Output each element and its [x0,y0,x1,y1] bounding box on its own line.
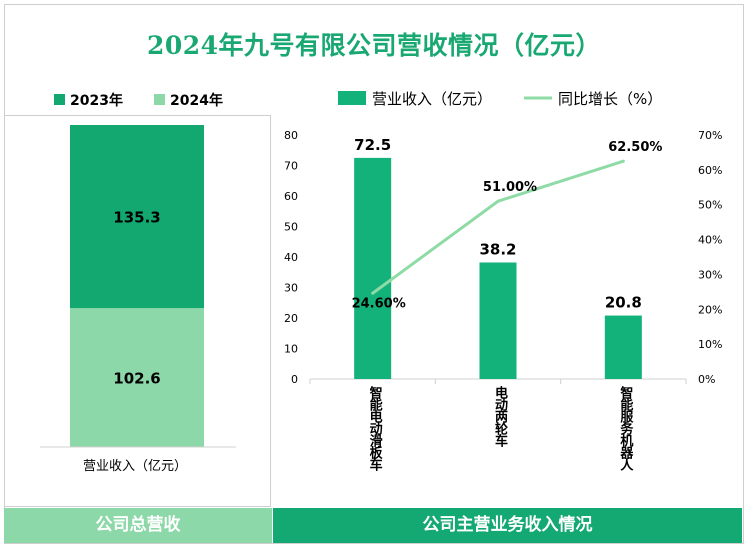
legend-left-label-0: 2023年 [70,92,123,109]
y-left-tick-0: 0 [291,373,298,386]
growth-point-2 [621,159,625,163]
legend-right-bar-swatch [338,91,366,105]
bar-1 [479,262,517,379]
growth-point-0 [371,291,375,295]
growth-label-0: 24.60% [352,296,406,311]
page-title: 2024年九号有限公司营收情况（亿元） [146,31,602,60]
x-category-label-1: 电动两轮车 [492,386,507,446]
stacked-bar-label-2024年: 102.6 [113,370,160,388]
y-left-tick-6: 60 [284,190,298,203]
y-left-tick-1: 10 [284,343,298,356]
y-right-tick-1: 10% [698,338,722,351]
y-left-tick-4: 40 [284,251,298,264]
bar-0 [354,157,392,379]
y-right-tick-4: 40% [698,234,722,247]
bar-label-0: 72.5 [354,136,391,154]
y-right-tick-7: 70% [698,129,722,142]
growth-label-2: 62.50% [608,140,662,155]
legend-left-label-1: 2024年 [170,92,223,109]
legend-left-swatch-0 [54,94,65,105]
y-right-tick-5: 50% [698,199,722,212]
y-right-tick-0: 0% [698,373,715,386]
bar-label-1: 38.2 [479,240,516,258]
footer-left: 公司总营收 [4,508,272,543]
legend-right-bar-label: 营业收入（亿元） [372,90,492,108]
growth-label-1: 51.00% [483,180,537,195]
y-left-tick-2: 20 [284,312,298,325]
legend-left-swatch-1 [154,94,165,105]
y-left-tick-7: 70 [284,160,298,173]
stacked-bar-2024年 [70,308,204,447]
stacked-bar-label-2023年: 135.3 [113,209,160,227]
growth-point-1 [496,199,500,203]
y-left-tick-3: 30 [284,282,298,295]
x-category-label-0: 智能电动滑板车 [366,386,382,470]
x-category-label-2: 智能服务机器人 [617,386,633,470]
y-right-tick-2: 20% [698,303,722,316]
bar-2 [604,315,642,379]
y-right-tick-3: 30% [698,268,722,281]
y-right-tick-6: 60% [698,164,722,177]
left-x-label: 营业收入（亿元） [83,459,187,474]
bar-label-2: 20.8 [605,294,642,312]
legend-right-line-label: 同比增长（%） [558,90,662,108]
footer-right: 公司主营业务收入情况 [273,508,742,543]
y-left-tick-5: 50 [284,221,298,234]
y-left-tick-8: 80 [284,129,298,142]
stacked-bar-2023年 [70,125,204,309]
left-panel-border [4,115,271,507]
